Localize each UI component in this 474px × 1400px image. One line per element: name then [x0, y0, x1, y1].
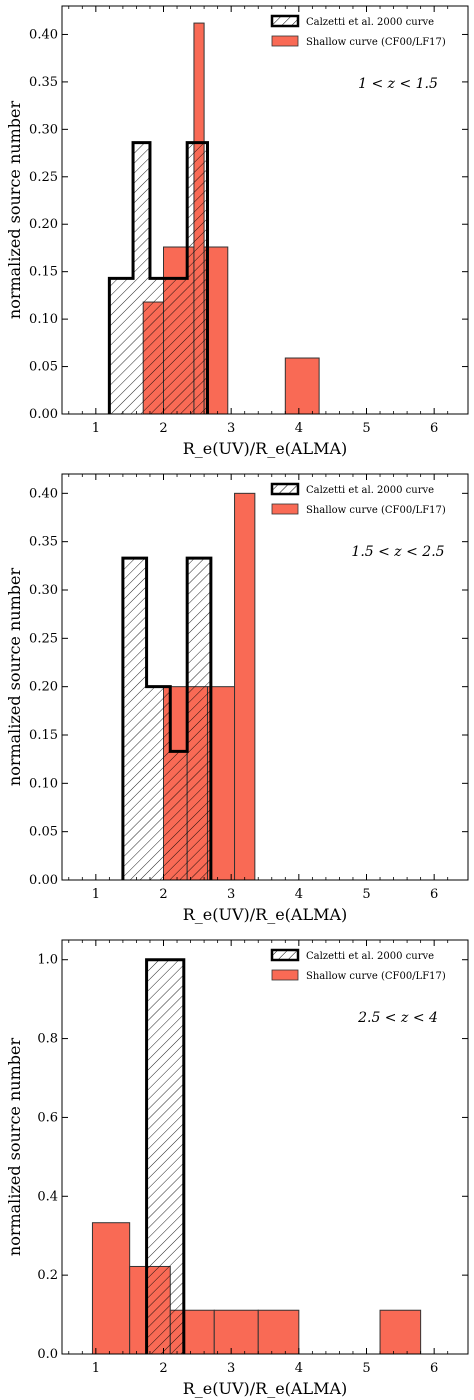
y-tick-label: 0.35 — [29, 75, 58, 90]
y-tick-label: 0.20 — [29, 680, 58, 695]
x-tick-label: 4 — [295, 421, 303, 436]
y-tick-label: 0.25 — [29, 170, 58, 185]
x-tick-label: 4 — [295, 1361, 303, 1376]
y-tick-label: 0.10 — [29, 312, 58, 327]
x-tick-label: 5 — [362, 887, 370, 902]
y-tick-label: 0.30 — [29, 583, 58, 598]
x-tick-label: 1 — [92, 1361, 100, 1376]
y-tick-label: 0.40 — [29, 27, 58, 42]
legend: Calzetti et al. 2000 curve Shallow curve … — [270, 482, 446, 516]
calzetti-hatch-3 — [149, 278, 188, 414]
x-tick-label: 2 — [159, 421, 167, 436]
legend-swatch-shallow — [271, 503, 299, 515]
legend-label-calzetti: Calzetti et al. 2000 curve — [306, 17, 434, 28]
shallow-bar-6 — [379, 1309, 422, 1355]
x-tick-label: 1 — [92, 421, 100, 436]
legend-swatch-shallow — [271, 35, 299, 47]
redshift-annotation: 2.5 < z < 4 — [357, 1010, 438, 1026]
legend: Calzetti et al. 2000 curve Shallow curve … — [270, 14, 446, 48]
x-axis-label: R_e(UV)/R_e(ALMA) — [183, 1379, 348, 1398]
x-tick-label: 2 — [159, 887, 167, 902]
x-tick-label: 1 — [92, 887, 100, 902]
legend-label-shallow: Shallow curve (CF00/LF17) — [306, 505, 446, 516]
x-tick-label: 2 — [159, 1361, 167, 1376]
shallow-bar-5 — [257, 1309, 300, 1355]
shallow-bar-4 — [213, 1309, 259, 1355]
y-axis-label: normalized source number — [5, 1038, 24, 1257]
calzetti-hatch-1 — [146, 959, 184, 1354]
y-tick-label: 1.0 — [37, 953, 58, 968]
y-tick-label: 0.15 — [29, 265, 58, 280]
shallow-bar-4 — [234, 492, 256, 881]
calzetti-hatch-1 — [109, 278, 134, 414]
legend-label-calzetti: Calzetti et al. 2000 curve — [306, 951, 434, 962]
legend-label-shallow: Shallow curve (CF00/LF17) — [306, 37, 446, 48]
y-tick-label: 0.05 — [29, 825, 58, 840]
shallow-bar-1 — [91, 1222, 131, 1355]
calzetti-hatch-4 — [187, 558, 211, 880]
axes-frame — [61, 473, 469, 881]
y-tick-label: 0.4 — [37, 1189, 58, 1204]
legend-swatch-calzetti — [270, 948, 300, 962]
chart-panel-1: 1 2 3 4 5 6 0.00 0.05 0.10 0.15 0.20 0.25 0.30 0.35 0.… — [5, 5, 469, 458]
x-tick-label: 6 — [430, 887, 438, 902]
legend: Calzetti et al. 2000 curve Shallow curve … — [270, 948, 446, 982]
y-tick-label: 0.20 — [29, 217, 58, 232]
x-tick-label: 5 — [362, 1361, 370, 1376]
calzetti-hatch-2 — [146, 686, 171, 880]
y-axis-label: normalized source number — [5, 101, 24, 320]
shallow-bar-5 — [284, 357, 320, 415]
y-tick-label: 0.15 — [29, 728, 58, 743]
y-tick-label: 0.10 — [29, 776, 58, 791]
x-tick-label: 6 — [430, 1361, 438, 1376]
x-axis-label: R_e(UV)/R_e(ALMA) — [183, 905, 348, 924]
y-tick-label: 0.0 — [37, 1347, 58, 1362]
x-tick-label: 3 — [227, 421, 235, 436]
legend-label-shallow: Shallow curve (CF00/LF17) — [306, 971, 446, 982]
calzetti-hatch-1 — [122, 558, 147, 880]
y-tick-label: 0.8 — [37, 1032, 58, 1047]
calzetti-step-outline — [145, 958, 186, 1354]
legend-swatch-calzetti — [270, 14, 300, 28]
calzetti-hatch-4 — [187, 142, 208, 414]
calzetti-hatch-3 — [170, 751, 188, 880]
y-tick-label: 0.05 — [29, 360, 58, 375]
y-tick-label: 0.6 — [37, 1110, 58, 1125]
axes-frame — [61, 5, 469, 415]
x-tick-label: 4 — [295, 887, 303, 902]
redshift-annotation: 1.5 < z < 2.5 — [351, 544, 444, 560]
y-tick-label: 0.35 — [29, 535, 58, 550]
y-tick-label: 0.00 — [29, 407, 58, 422]
y-tick-label: 0.00 — [29, 873, 58, 888]
legend-swatch-shallow — [271, 969, 299, 981]
chart-panel-2: 1 2 3 4 5 6 0.00 0.05 0.10 0.15 0.20 0.25 0.30 0.35 0.… — [5, 473, 469, 924]
x-tick-label: 6 — [430, 421, 438, 436]
x-tick-label: 5 — [362, 421, 370, 436]
x-tick-label: 3 — [227, 887, 235, 902]
y-axis-label: normalized source number — [5, 568, 24, 787]
y-tick-label: 0.2 — [37, 1268, 58, 1283]
x-tick-label: 3 — [227, 1361, 235, 1376]
redshift-annotation: 1 < z < 1.5 — [358, 76, 438, 92]
legend-label-calzetti: Calzetti et al. 2000 curve — [306, 485, 434, 496]
axes-frame — [61, 939, 469, 1355]
calzetti-step-outline — [107, 141, 209, 414]
calzetti-step-outline — [121, 556, 213, 880]
legend-swatch-calzetti — [270, 482, 300, 496]
chart-panel-3: 1 2 3 4 5 6 0.0 0.2 0.4 0.6 0.8 1.0 R_e(UV)/R_e(ALMA… — [5, 939, 469, 1398]
y-tick-label: 0.25 — [29, 631, 58, 646]
x-axis-label: R_e(UV)/R_e(ALMA) — [183, 439, 348, 458]
y-tick-label: 0.40 — [29, 486, 58, 501]
y-tick-label: 0.30 — [29, 122, 58, 137]
calzetti-hatch-2 — [133, 142, 150, 414]
